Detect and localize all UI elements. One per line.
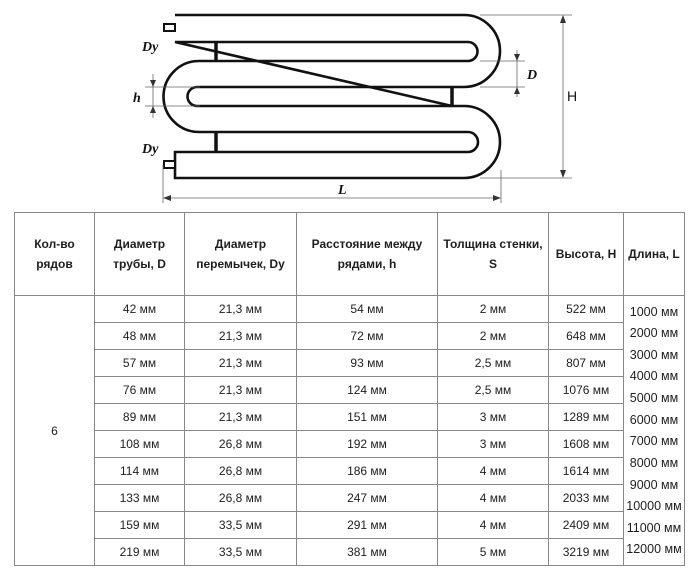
label-D: D (526, 68, 537, 83)
length-item: 12000 мм (626, 542, 682, 557)
specs-table: Кол-во рядов Диаметр трубы, D Диаметр пе… (14, 212, 685, 566)
cell-pipe-diameter: 219 мм (94, 538, 185, 566)
label-h: h (133, 91, 141, 106)
length-item: 9000 мм (629, 477, 679, 492)
nozzle-top (163, 23, 176, 32)
nozzle-bottom (163, 160, 176, 169)
label-dy-bottom: Dy (141, 142, 159, 157)
cell-pipe-diameter: 133 мм (94, 484, 185, 512)
length-item: 8000 мм (629, 455, 679, 470)
cell-row-distance: 93 мм (296, 349, 438, 377)
cell-jumper-diameter: 33,5 мм (184, 538, 297, 566)
cell-height: 1289 мм (548, 403, 624, 431)
header-height: Высота, H (548, 212, 624, 296)
length-item: 7000 мм (629, 434, 679, 449)
cell-wall-thickness: 4 мм (437, 511, 549, 539)
heat-register-diagram: Dy Dy h D H L (133, 13, 577, 203)
cell-height: 807 мм (548, 349, 624, 377)
header-row-distance: Расстояние между рядами, h (296, 212, 438, 296)
nozzles (163, 23, 176, 169)
dimension-lines (145, 14, 572, 203)
cell-jumper-diameter: 33,5 мм (184, 511, 297, 539)
cell-wall-thickness: 5 мм (437, 538, 549, 566)
cell-height: 1608 мм (548, 430, 624, 458)
table-row: 219 мм 33,5 мм 381 мм 5 мм 3219 мм (15, 538, 685, 566)
cell-jumper-diameter: 21,3 мм (184, 376, 297, 404)
cell-jumper-diameter: 26,8 мм (184, 457, 297, 485)
cell-jumper-diameter: 21,3 мм (184, 349, 297, 377)
cell-pipe-diameter: 57 мм (94, 349, 185, 377)
table-row: 89 мм 21,3 мм 151 мм 3 мм 1289 мм (15, 403, 685, 431)
label-L: L (337, 183, 347, 198)
length-item: 11000 мм (626, 520, 682, 535)
cell-wall-thickness: 3 мм (437, 430, 549, 458)
cell-jumper-diameter: 21,3 мм (184, 322, 297, 350)
length-item: 10000 мм (626, 499, 682, 514)
cell-wall-thickness: 2,5 мм (437, 376, 549, 404)
jumpers (214, 42, 454, 152)
length-item: 3000 мм (629, 347, 679, 362)
header-wall-thickness: Толщина стенки, S (437, 212, 549, 296)
cell-height: 522 мм (548, 295, 624, 323)
header-length: Длина, L (623, 212, 685, 296)
cell-jumper-diameter: 21,3 мм (184, 403, 297, 431)
cell-lengths: 1000 мм 2000 мм 3000 мм 4000 мм 5000 мм 6000 … (623, 295, 685, 566)
header-rows: Кол-во рядов (14, 212, 95, 296)
table-row: 48 мм 21,3 мм 72 мм 2 мм 648 мм (15, 322, 685, 350)
table-row: 6 42 мм 21,3 мм 54 мм 2 мм 522 мм 1000 мм 2000 … (14, 295, 685, 566)
cell-wall-thickness: 2 мм (437, 322, 549, 350)
cell-pipe-diameter: 76 мм (94, 376, 185, 404)
table-row: 57 мм 21,3 мм 93 мм 2,5 мм 807 мм (15, 349, 685, 377)
length-item: 2000 мм (629, 326, 679, 341)
cell-height: 2409 мм (548, 511, 624, 539)
length-item: 6000 мм (629, 412, 679, 427)
cell-row-distance: 151 мм (296, 403, 438, 431)
cell-row-distance: 291 мм (296, 511, 438, 539)
cell-row-distance: 247 мм (296, 484, 438, 512)
table-row: 133 мм 26,8 мм 247 мм 4 мм 2033 мм (15, 484, 685, 512)
cell-wall-thickness: 4 мм (437, 484, 549, 512)
cell-row-distance: 124 мм (296, 376, 438, 404)
length-item: 1000 мм (629, 304, 679, 319)
table-row: 159 мм 33,5 мм 291 мм 4 мм 2409 мм (15, 511, 685, 539)
label-H: H (567, 88, 577, 104)
label-dy-top: Dy (141, 40, 159, 55)
serpentine-pipe (162, 13, 502, 180)
cell-row-distance: 186 мм (296, 457, 438, 485)
header-jumper-diameter: Диаметр перемычек, Dy (184, 212, 297, 296)
table-row: 108 мм 26,8 мм 192 мм 3 мм 1608 мм (15, 430, 685, 458)
cell-pipe-diameter: 48 мм (94, 322, 185, 350)
cell-height: 1076 мм (548, 376, 624, 404)
cell-height: 3219 мм (548, 538, 624, 566)
cell-wall-thickness: 3 мм (437, 403, 549, 431)
cell-row-distance: 381 мм (296, 538, 438, 566)
header-pipe-diameter: Диаметр трубы, D (94, 212, 185, 296)
table-row: 76 мм 21,3 мм 124 мм 2,5 мм 1076 мм (15, 376, 685, 404)
table-header: Кол-во рядов Диаметр трубы, D Диаметр пе… (14, 212, 685, 296)
cell-jumper-diameter: 21,3 мм (184, 295, 297, 323)
cell-pipe-diameter: 114 мм (94, 457, 185, 485)
cell-wall-thickness: 2,5 мм (437, 349, 549, 377)
length-item: 5000 мм (629, 391, 679, 405)
cell-wall-thickness: 4 мм (437, 457, 549, 485)
cell-pipe-diameter: 108 мм (94, 430, 185, 458)
cell-pipe-diameter: 42 мм (94, 295, 185, 323)
cell-rows-count: 6 (14, 295, 95, 566)
table-row: 114 мм 26,8 мм 186 мм 4 мм 1614 мм (15, 457, 685, 485)
length-item: 4000 мм (629, 369, 679, 384)
cell-jumper-diameter: 26,8 мм (184, 484, 297, 512)
cell-pipe-diameter: 159 мм (94, 511, 185, 539)
length-list: 1000 мм 2000 мм 3000 мм 4000 мм 5000 мм 6000 … (624, 298, 684, 564)
cell-height: 1614 мм (548, 457, 624, 485)
cell-row-distance: 72 мм (296, 322, 438, 350)
cell-row-distance: 192 мм (296, 430, 438, 458)
cell-row-distance: 54 мм (296, 295, 438, 323)
cell-jumper-diameter: 26,8 мм (184, 430, 297, 458)
cell-height: 648 мм (548, 322, 624, 350)
cell-height: 2033 мм (548, 484, 624, 512)
cell-wall-thickness: 2 мм (437, 295, 549, 323)
cell-pipe-diameter: 89 мм (94, 403, 185, 431)
